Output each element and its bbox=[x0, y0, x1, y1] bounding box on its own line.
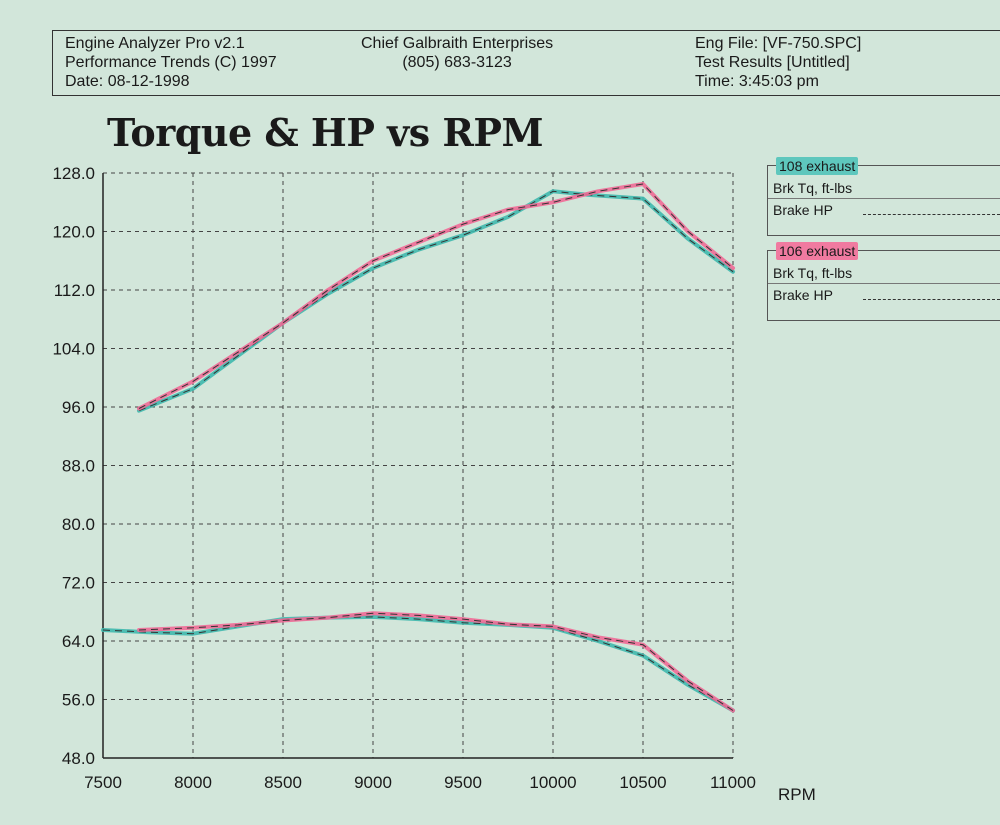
series-dash-overlay bbox=[138, 190, 734, 412]
header-right: Eng File: [VF-750.SPC] Test Results [Unt… bbox=[695, 34, 861, 91]
legend-dash-line bbox=[863, 214, 1000, 215]
legend-row-hp-label: Brake HP bbox=[773, 287, 833, 303]
series-dash-overlay bbox=[138, 612, 734, 711]
y-tick-label: 80.0 bbox=[62, 515, 95, 534]
x-tick-label: 9000 bbox=[354, 773, 392, 792]
x-tick-label: 10500 bbox=[619, 773, 666, 792]
report-date: Date: 08-12-1998 bbox=[65, 73, 190, 90]
series-line bbox=[137, 189, 735, 413]
y-tick-label: 112.0 bbox=[54, 281, 95, 300]
header-left: Engine Analyzer Pro v2.1 Performance Tre… bbox=[65, 34, 277, 91]
y-tick-label: 64.0 bbox=[62, 632, 95, 651]
series-line bbox=[101, 614, 735, 713]
series-line bbox=[137, 182, 735, 411]
x-tick-label: 8500 bbox=[264, 773, 302, 792]
legend-row-hp-label: Brake HP bbox=[773, 202, 833, 218]
legend-row-hp: Brake HP bbox=[768, 284, 1000, 306]
legend-rule bbox=[878, 165, 1000, 166]
y-tick-label: 128.0 bbox=[52, 164, 95, 183]
legend-106-exhaust: 106 exhaust Brk Tq, ft-lbs Brake HP bbox=[767, 242, 1000, 321]
y-tick-label: 48.0 bbox=[62, 749, 95, 768]
legend-108-exhaust: 108 exhaust Brk Tq, ft-lbs Brake HP bbox=[767, 157, 1000, 236]
software-name: Engine Analyzer Pro v2.1 bbox=[65, 35, 245, 52]
y-tick-label: 72.0 bbox=[62, 574, 95, 593]
copyright: Performance Trends (C) 1997 bbox=[65, 54, 277, 71]
y-tick-label: 120.0 bbox=[52, 223, 95, 242]
report-header: Engine Analyzer Pro v2.1 Performance Tre… bbox=[52, 30, 1000, 96]
x-tick-label: 7500 bbox=[84, 773, 122, 792]
x-tick-label: 11000 bbox=[710, 773, 756, 792]
x-tick-label: 9500 bbox=[444, 773, 482, 792]
legend-row-torque: Brk Tq, ft-lbs bbox=[768, 262, 1000, 284]
legend-row-torque: Brk Tq, ft-lbs bbox=[768, 177, 1000, 199]
report-time: Time: 3:45:03 pm bbox=[695, 73, 819, 90]
company-name: Chief Galbraith Enterprises bbox=[361, 35, 554, 52]
y-tick-label: 88.0 bbox=[62, 457, 95, 476]
x-tick-label: 10000 bbox=[529, 773, 576, 792]
series-dash-overlay bbox=[138, 183, 734, 409]
legend-label-108: 108 exhaust bbox=[776, 157, 859, 175]
y-tick-label: 96.0 bbox=[62, 398, 95, 417]
y-tick-label: 104.0 bbox=[52, 340, 95, 359]
x-axis-label: RPM bbox=[778, 785, 816, 804]
test-results: Test Results [Untitled] bbox=[695, 54, 850, 71]
header-middle: Chief Galbraith Enterprises (805) 683-31… bbox=[361, 34, 553, 72]
x-tick-label: 8000 bbox=[174, 773, 212, 792]
legend-label-106: 106 exhaust bbox=[776, 242, 859, 260]
legend-rule bbox=[878, 250, 1000, 251]
chart-title: Torque & HP vs RPM bbox=[107, 110, 544, 155]
y-tick-label: 56.0 bbox=[62, 691, 95, 710]
legend-dash-line bbox=[863, 299, 1000, 300]
legend-row-hp: Brake HP bbox=[768, 199, 1000, 221]
series-dash-overlay bbox=[102, 616, 734, 711]
engine-file: Eng File: [VF-750.SPC] bbox=[695, 35, 862, 52]
company-phone: (805) 683-3123 bbox=[402, 54, 512, 71]
